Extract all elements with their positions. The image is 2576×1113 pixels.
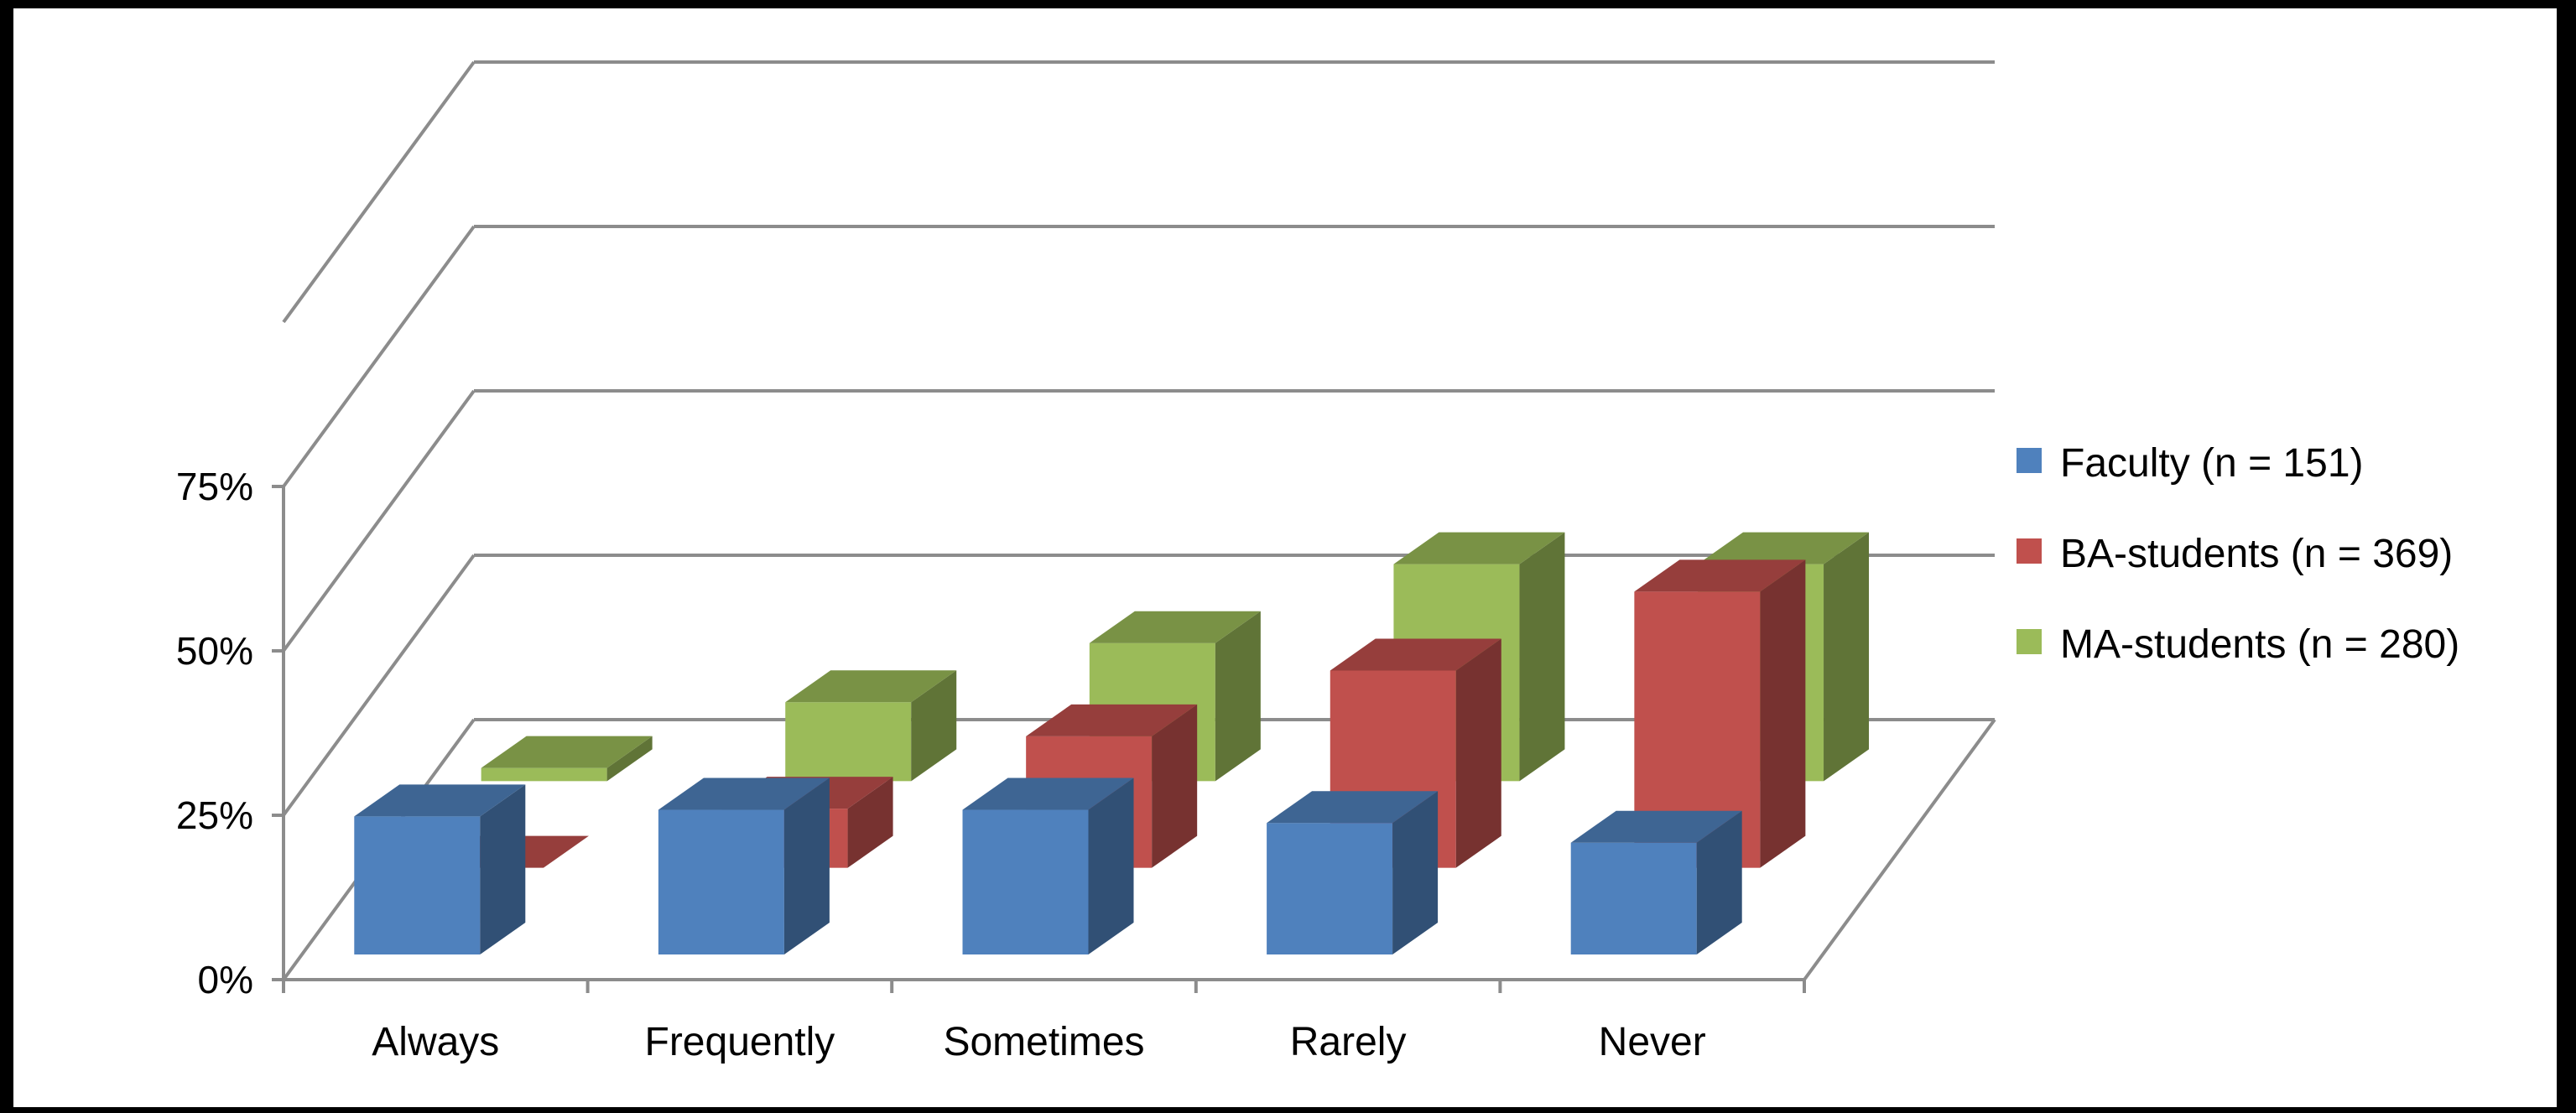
category-label: Never	[1599, 1020, 1706, 1064]
floor-right-edge	[1803, 718, 1996, 981]
y-tick-label: 50%	[176, 629, 253, 673]
side-wall-gridline	[282, 60, 476, 324]
side-wall-gridline	[282, 225, 476, 488]
bar-side	[1696, 810, 1742, 954]
bar-top	[962, 778, 1134, 810]
side-wall-gridline	[282, 554, 476, 817]
bar-faculty-always	[354, 784, 526, 954]
bar-top	[1267, 791, 1439, 824]
legend-label: BA-students (n = 369)	[2060, 532, 2453, 576]
bar-front	[481, 767, 607, 782]
legend-swatch	[2017, 448, 2042, 473]
bar-side	[911, 670, 957, 782]
bar-front	[962, 809, 1089, 954]
bar-top	[658, 778, 830, 810]
side-wall-gridline	[282, 389, 476, 653]
bar-front	[354, 816, 481, 954]
legend-swatch	[2017, 629, 2042, 654]
bar-side	[1392, 791, 1439, 954]
bar-top	[1026, 704, 1198, 736]
legend-label: Faculty (n = 151)	[2060, 441, 2364, 486]
category-label: Always	[372, 1020, 499, 1064]
y-tick-label: 75%	[176, 465, 253, 508]
bar-top	[785, 670, 957, 703]
bar-side	[1088, 778, 1134, 954]
chart-walls	[272, 60, 1996, 993]
category-label: Sometimes	[943, 1020, 1144, 1064]
bar-top	[1089, 611, 1261, 643]
bar-side	[1455, 638, 1501, 868]
bar-side	[606, 736, 653, 782]
bar-top	[1570, 810, 1742, 843]
bar-top	[354, 784, 526, 817]
bar-side	[1824, 532, 1870, 782]
bar-front	[1267, 823, 1393, 954]
x-axis-labels: Always Frequently Sometimes Rarely Never	[372, 1020, 1705, 1064]
category-label: Frequently	[645, 1020, 835, 1064]
bar-side	[1215, 611, 1261, 782]
bar-top	[1330, 638, 1501, 671]
y-tick-label: 0%	[198, 958, 253, 1001]
bar-faculty-never	[1570, 810, 1742, 954]
bar-top	[1634, 559, 1806, 592]
y-axis-ticks: 0% 25% 50% 75%	[176, 465, 253, 1001]
bar-front	[1570, 842, 1697, 954]
bar-side	[783, 778, 830, 954]
chart-frame: 0% 25% 50% 75% Always Frequently Sometimes Rar…	[13, 8, 2557, 1107]
bar-ma-students-frequently	[785, 670, 957, 782]
bar-top	[1698, 532, 1870, 564]
bar-top	[1393, 532, 1565, 564]
chart-svg: 0% 25% 50% 75% Always Frequently Sometimes Rar…	[176, 60, 2459, 1064]
bar-front	[785, 702, 912, 782]
legend: Faculty (n = 151) BA-students (n = 369) MA…	[2017, 441, 2459, 667]
bar-side	[1152, 704, 1198, 868]
category-label: Rarely	[1290, 1020, 1407, 1064]
bar-ma-students-always	[481, 736, 653, 782]
bar-side	[1760, 559, 1806, 868]
bar-faculty-sometimes	[962, 778, 1134, 954]
bar-top	[481, 736, 653, 768]
bar-faculty-rarely	[1267, 791, 1439, 954]
bar-faculty-frequently	[658, 778, 830, 954]
bar-side	[1519, 532, 1565, 782]
legend-swatch	[2017, 538, 2042, 564]
bar-side	[480, 784, 526, 954]
y-tick-label: 25%	[176, 793, 253, 837]
bars-layer	[354, 532, 1870, 954]
legend-label: MA-students (n = 280)	[2060, 622, 2459, 667]
bar-front	[658, 809, 784, 954]
bar-side	[847, 777, 893, 868]
